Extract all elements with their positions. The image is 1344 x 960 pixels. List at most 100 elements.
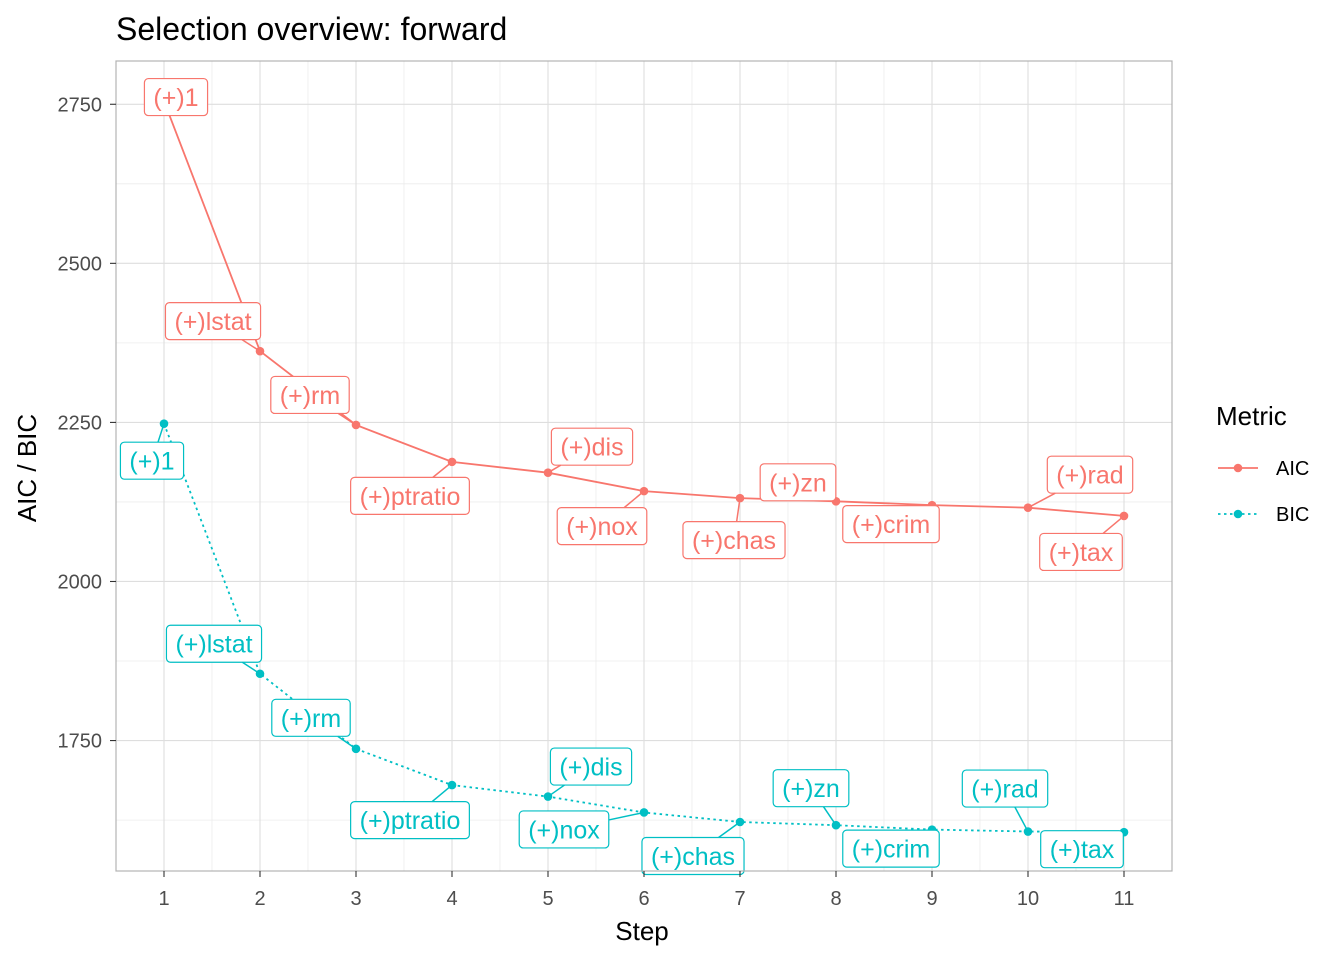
point-label-text: (+)1 <box>129 448 174 476</box>
point-label-text: (+)rad <box>1056 462 1123 490</box>
legend-item-aic: AIC <box>1218 458 1309 480</box>
x-tick-label: 7 <box>734 888 745 910</box>
point-label-box <box>842 829 940 868</box>
data-point-aic <box>255 346 265 356</box>
point-label-text: (+)nox <box>528 816 600 844</box>
x-tick-label: 5 <box>542 888 553 910</box>
point-label-bic: (+)dis <box>547 747 633 798</box>
label-connector <box>241 339 261 352</box>
y-tick-label: 2750 <box>58 94 103 116</box>
point-label-text: (+)chas <box>651 843 735 871</box>
point-label-box <box>518 810 610 849</box>
x-tick-label: 10 <box>1017 888 1039 910</box>
x-tick-label: 2 <box>254 888 265 910</box>
label-connector <box>735 498 741 522</box>
data-point-aic <box>1023 503 1033 512</box>
point-label-box <box>641 836 745 876</box>
point-label-box <box>1046 455 1134 494</box>
point-label-bic: (+)crim <box>842 829 940 868</box>
point-label-text: (+)1 <box>153 84 198 112</box>
point-label-box <box>556 507 648 546</box>
label-connector <box>547 464 562 474</box>
plot-panel: (+)1 (+)lstat (+)rm (+)ptratio (+)dis (+)nox (… <box>115 60 1173 876</box>
point-label-text: (+)rad <box>971 776 1038 804</box>
point-label-aic: (+)zn <box>759 463 837 502</box>
point-label-bic: (+)chas <box>641 821 745 876</box>
point-label-text: (+)crim <box>852 511 930 539</box>
point-label-text: (+)lstat <box>175 631 252 659</box>
point-label-bic: (+)rad <box>961 769 1049 832</box>
x-tick-label: 6 <box>638 888 649 910</box>
point-label-text: (+)ptratio <box>360 483 461 511</box>
x-tick-label: 11 <box>1114 888 1135 910</box>
legend-label: BIC <box>1276 504 1309 526</box>
legend-label: AIC <box>1276 458 1309 480</box>
point-label-bic: (+)1 <box>119 423 185 480</box>
point-label-box <box>772 769 850 808</box>
x-tick-label: 8 <box>830 888 841 910</box>
label-connector <box>718 821 741 839</box>
y-axis-title: AIC / BIC <box>12 414 42 522</box>
y-tick-label: 2000 <box>58 571 103 593</box>
point-label-text: (+)dis <box>559 754 622 782</box>
legend: Metric AIC BIC <box>1216 401 1309 526</box>
point-label-box <box>164 302 262 341</box>
point-label-text: (+)zn <box>769 469 827 497</box>
point-label-box <box>119 441 185 480</box>
label-connector <box>822 806 837 826</box>
point-label-box <box>550 427 634 466</box>
label-connector <box>623 490 645 509</box>
point-label-aic: (+)lstat <box>164 302 262 352</box>
chart-title: Selection overview: forward <box>116 11 507 47</box>
label-connector <box>608 811 645 821</box>
point-label-text: (+)rm <box>280 382 340 410</box>
point-label-aic: (+)rad <box>1027 455 1134 509</box>
point-label-box <box>549 747 633 786</box>
point-label-bic: (+)nox <box>518 810 645 849</box>
label-connector <box>432 461 453 478</box>
point-label-text: (+)tax <box>1049 539 1114 567</box>
label-connector <box>1014 806 1029 832</box>
point-label-aic: (+)rm <box>270 375 357 426</box>
label-connector <box>1027 492 1056 509</box>
y-tick-label: 1750 <box>58 731 103 753</box>
point-label-text: (+)chas <box>692 527 776 555</box>
point-label-box <box>842 505 940 544</box>
point-label-box <box>350 476 470 515</box>
x-tick-label: 1 <box>158 888 169 910</box>
point-label-box <box>1039 532 1123 572</box>
point-label-box <box>1040 830 1124 869</box>
point-label-box <box>961 769 1049 808</box>
label-connector <box>547 784 565 798</box>
legend-items: AIC BIC <box>1218 458 1309 526</box>
legend-title: Metric <box>1216 401 1287 431</box>
label-connector <box>337 735 357 750</box>
point-label-bic: (+)ptratio <box>350 784 470 840</box>
point-label-text: (+)tax <box>1050 836 1115 864</box>
legend-key-point <box>1233 509 1243 519</box>
point-label-aic: (+)1 <box>143 77 209 117</box>
x-tick-label: 4 <box>446 888 457 910</box>
x-axis: 1 2 3 4 5 6 7 8 9 10 11 <box>158 871 1134 910</box>
x-tick-label: 9 <box>926 888 937 910</box>
point-label-aic: (+)crim <box>842 505 940 544</box>
x-axis-title: Step <box>615 916 669 946</box>
point-label-box <box>143 77 209 117</box>
label-connector <box>241 661 261 675</box>
point-label-text: (+)nox <box>566 513 638 541</box>
point-label-box <box>682 521 786 560</box>
point-label-bic: (+)tax <box>1040 830 1124 869</box>
point-labels: (+)1 (+)lstat (+)rm (+)ptratio (+)dis (+)nox (… <box>119 77 1134 876</box>
point-label-text: (+)dis <box>560 434 623 462</box>
y-axis: 1750 2000 2250 2500 2750 <box>58 94 116 753</box>
label-connector <box>337 412 357 426</box>
point-label-bic: (+)lstat <box>165 624 263 675</box>
point-label-text: (+)lstat <box>174 308 251 336</box>
point-label-aic: (+)dis <box>547 427 634 474</box>
grid-major <box>116 61 1172 871</box>
point-label-bic: (+)zn <box>772 769 850 826</box>
point-label-text: (+)rm <box>281 705 341 733</box>
point-label-box <box>350 801 470 840</box>
point-label-aic: (+)chas <box>682 498 786 560</box>
point-label-box <box>271 698 351 737</box>
